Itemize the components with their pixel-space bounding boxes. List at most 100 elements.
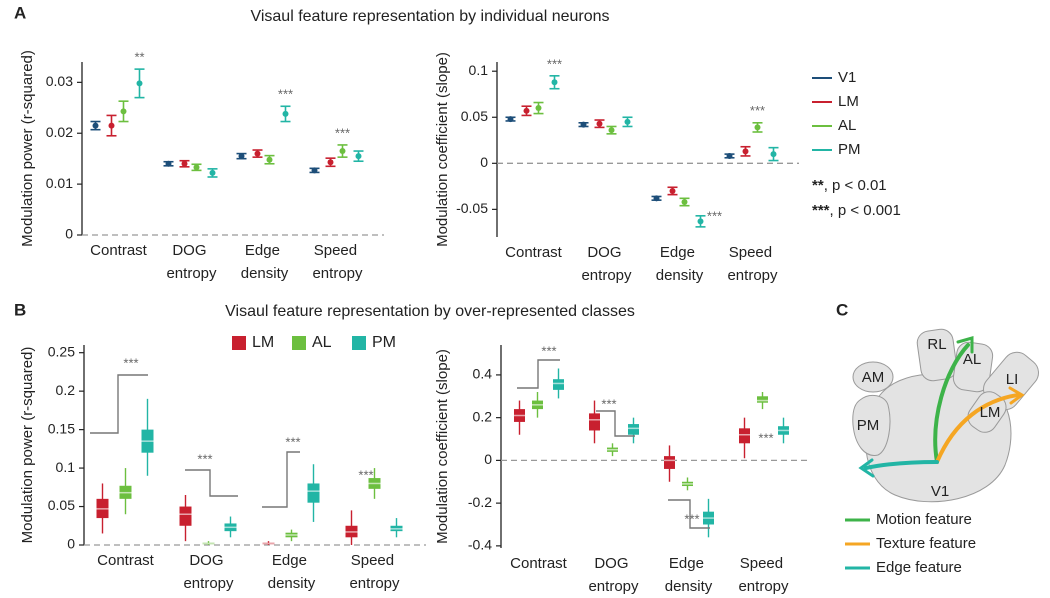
x-tick-label: Contrast [505, 244, 563, 261]
y-tick-label: -0.05 [456, 200, 488, 216]
significance-label: *** [278, 87, 293, 102]
box [179, 506, 192, 526]
y-tick-label: 0.2 [473, 408, 493, 424]
section-title: Visaul feature representation by over-re… [225, 303, 635, 320]
motion-arrowhead [956, 336, 974, 354]
x-tick-label: DOG entropy [588, 555, 639, 595]
significance-label: *** [335, 125, 350, 140]
significance-note: **, p < 0.01 [812, 177, 887, 194]
significance-bracket [596, 410, 635, 437]
y-tick-label: -0.2 [468, 494, 492, 510]
x-tick-label: Contrast [510, 555, 568, 572]
x-tick-label: DOG entropy [166, 242, 217, 282]
point [238, 153, 245, 160]
point [551, 79, 558, 86]
point [254, 150, 261, 157]
y-tick-label: 0 [484, 451, 492, 467]
significance-label: *** [684, 511, 699, 526]
panel-label: B [14, 300, 26, 319]
y-tick-label: 0.05 [48, 497, 75, 513]
texture-arrow [935, 393, 1020, 464]
legend-swatch [232, 336, 246, 350]
box [589, 413, 600, 431]
significance-bracket [185, 469, 238, 497]
point [608, 127, 615, 134]
significance-label: *** [601, 396, 616, 411]
point [726, 152, 733, 159]
legend-swatch [292, 336, 306, 350]
y-tick-label: 0.01 [46, 175, 73, 191]
edge-arrowhead [858, 458, 875, 478]
significance-label: *** [547, 56, 562, 71]
x-tick-label: Speed entropy [738, 555, 789, 595]
point [311, 167, 318, 174]
point [92, 122, 99, 129]
y-tick-label: 0 [480, 154, 488, 170]
box [739, 428, 750, 444]
area-map [852, 328, 1039, 503]
feature-arrows [858, 336, 1025, 478]
point [697, 218, 704, 225]
significance-label: *** [123, 355, 138, 370]
point [535, 105, 542, 112]
x-tick-label: Speed entropy [727, 244, 778, 284]
y-tick-label: 0.1 [469, 62, 489, 78]
x-tick-label: Edge density [656, 244, 704, 284]
box [628, 424, 639, 435]
y-axis-label: Modulation power (r-squared) [19, 50, 36, 247]
area-label: LI [1006, 371, 1019, 388]
y-tick-label: 0.25 [48, 343, 75, 359]
significance-bracket [517, 359, 560, 389]
point [624, 118, 631, 125]
significance-label: *** [758, 430, 773, 445]
legend-label: Texture feature [876, 535, 976, 552]
y-axis-label: Modulation power (r-squared) [19, 347, 36, 544]
area-label: AM [862, 369, 885, 386]
point [681, 199, 688, 205]
y-axis-label: Modulation coefficient (slope) [434, 349, 451, 544]
y-tick-label: 0.2 [56, 382, 76, 398]
edge-arrow [864, 460, 939, 470]
area-label: LM [980, 404, 1001, 421]
y-tick-label: 0.02 [46, 124, 73, 140]
point [193, 164, 200, 171]
box [757, 396, 768, 403]
point [108, 122, 115, 129]
area-label: RL [927, 336, 946, 353]
chart: 0 0.05 0.1 0.15 0.2 0.25 Modulation power (r-s… [19, 334, 426, 592]
significance-label: *** [750, 103, 765, 118]
chart: -0.4 -0.2 0 0.2 0.4 Modulation coefficient (s… [434, 343, 811, 595]
x-tick-label: DOG entropy [581, 244, 632, 284]
significance-label: *** [707, 208, 722, 223]
point [523, 107, 530, 114]
point [181, 160, 188, 167]
area-label: AL [963, 351, 981, 368]
y-tick-label: -0.4 [468, 537, 492, 553]
significance-bracket [262, 451, 300, 508]
area-am [852, 361, 894, 393]
y-tick-label: 0.15 [48, 420, 75, 436]
point [327, 159, 334, 166]
chart: 0 0.01 0.02 0.03 Modulation power (r-squared… [19, 50, 384, 282]
section-title: Visaul feature representation by individ… [250, 8, 609, 25]
motion-arrow [933, 343, 970, 464]
significance-label: *** [358, 467, 373, 482]
point [282, 110, 289, 117]
x-tick-label: Contrast [90, 242, 148, 259]
point [266, 156, 273, 163]
chart: -0.05 0 0.05 0.1 Modulation coefficient (slo… [434, 52, 861, 284]
y-tick-label: 0.4 [473, 366, 493, 382]
area-label: PM [857, 417, 880, 434]
point [120, 108, 127, 115]
y-tick-label: 0 [67, 536, 75, 552]
point [580, 121, 587, 128]
point [339, 148, 346, 155]
box [307, 483, 320, 503]
legend-label: AL [312, 334, 332, 351]
significance-bracket [90, 374, 148, 434]
legend-label: LM [252, 334, 274, 351]
point [742, 148, 749, 155]
point [507, 116, 514, 123]
x-tick-label: Speed entropy [349, 552, 400, 592]
